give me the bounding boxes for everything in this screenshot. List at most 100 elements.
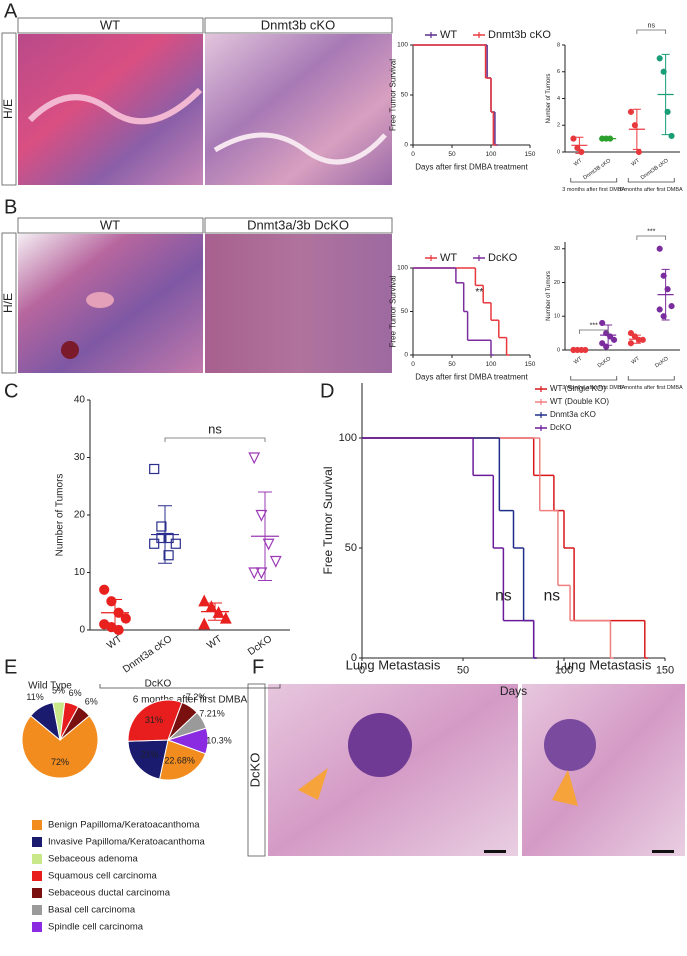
legend-swatch xyxy=(32,905,42,915)
x-tick-label: 100 xyxy=(486,151,497,158)
metastasis xyxy=(348,713,412,777)
y-tick-label: 50 xyxy=(401,92,409,99)
x-axis-label: Days after first DMBA treatment xyxy=(415,373,528,382)
pie-label: 72% xyxy=(51,757,69,767)
error-bar xyxy=(661,53,670,136)
x-tick-label: 0 xyxy=(359,665,365,677)
x-tick-label: WT xyxy=(630,356,641,366)
pie-label: 6% xyxy=(85,697,98,707)
row-label: H/E xyxy=(1,99,15,119)
row-label-box xyxy=(1,232,17,374)
x-tick-label: 50 xyxy=(448,361,456,368)
data-point xyxy=(149,538,160,549)
panel-label: D xyxy=(320,380,334,402)
legend-label: Spindle cell carcinoma xyxy=(48,922,144,933)
data-point xyxy=(570,135,577,142)
data-point xyxy=(248,452,261,465)
annotation: ns xyxy=(208,421,222,436)
metastasis xyxy=(544,719,596,771)
legend-swatch xyxy=(32,854,42,864)
legend-label: Dnmt3a cKO xyxy=(550,410,596,419)
x-tick-label: 0 xyxy=(411,361,415,368)
x-tick-label: DcKO xyxy=(654,356,670,370)
y-tick-label: 0 xyxy=(79,625,85,636)
y-tick-label: 50 xyxy=(401,308,409,315)
annotation: ns xyxy=(495,588,512,605)
annotation: ns xyxy=(544,588,561,605)
annotation: ** xyxy=(475,287,483,298)
histology-image xyxy=(205,234,392,373)
data-point xyxy=(599,319,606,327)
pie-label: 5% xyxy=(52,685,65,695)
data-point xyxy=(255,509,268,522)
group-label: 3 months after first DMBA xyxy=(562,385,625,391)
x-tick-label: WT xyxy=(205,634,224,652)
row-label-box xyxy=(1,32,17,186)
legend-label: Sebaceous adenoma xyxy=(48,854,139,865)
y-tick-label: 100 xyxy=(397,42,408,49)
data-point xyxy=(219,611,232,624)
y-tick-label: 100 xyxy=(339,432,357,444)
significance-bracket xyxy=(636,29,667,34)
histology-image xyxy=(522,684,685,856)
x-tick-label: 50 xyxy=(457,665,469,677)
x-tick-label: Dnmt3B cKO xyxy=(582,158,612,182)
pie-slice xyxy=(127,699,183,742)
legend-label: DcKO xyxy=(488,252,518,264)
data-point xyxy=(120,613,131,624)
data-point xyxy=(269,555,282,568)
pie-label: 7.2% xyxy=(186,692,207,702)
arrowhead xyxy=(552,770,578,806)
tissue-spot xyxy=(86,292,114,308)
y-tick-label: 6 xyxy=(557,69,560,75)
panel-label: E xyxy=(4,656,17,678)
y-tick-label: 8 xyxy=(557,42,560,48)
pie-label: 11% xyxy=(26,692,43,702)
legend-swatch xyxy=(32,871,42,881)
row-label: DcKO xyxy=(247,753,262,788)
x-tick-label: 150 xyxy=(656,665,674,677)
data-point xyxy=(656,55,663,62)
legend-label: Basal cell carcinoma xyxy=(48,905,136,916)
data-point xyxy=(99,584,110,595)
significance-bracket xyxy=(164,437,266,442)
y-tick-label: 10 xyxy=(74,567,86,578)
panel-label: C xyxy=(4,380,18,402)
x-tick-label: 150 xyxy=(525,361,536,368)
x-tick-label: WT xyxy=(630,158,641,168)
x-tick-label: 0 xyxy=(411,151,415,158)
data-point xyxy=(198,617,211,630)
error-bar xyxy=(604,324,613,346)
data-point xyxy=(255,567,268,580)
histology-image xyxy=(205,34,392,185)
y-axis-label: Number of Tumors xyxy=(546,74,552,124)
x-tick-label: 150 xyxy=(525,151,536,158)
pie-slice xyxy=(59,706,90,741)
scale-bar xyxy=(484,850,506,853)
row-label-box xyxy=(247,683,266,857)
x-axis-label: Days after first DMBA treatment xyxy=(415,163,528,172)
panel-label: A xyxy=(4,0,18,22)
legend-swatch xyxy=(32,837,42,847)
image-header-box xyxy=(17,17,204,34)
error-bar xyxy=(661,268,670,321)
legend-label: Invasive Papilloma/Keratoacanthoma xyxy=(48,837,206,848)
data-point xyxy=(656,245,663,252)
data-point xyxy=(668,132,675,140)
group-label: 6 months after first DMBA xyxy=(620,385,683,391)
tissue-streak xyxy=(27,87,203,125)
pie-label: 10.3% xyxy=(206,736,232,746)
group-bracket xyxy=(627,376,675,381)
group-bracket xyxy=(570,376,618,381)
x-tick-label: WT xyxy=(105,634,124,652)
x-tick-label: 100 xyxy=(555,665,573,677)
group-bracket xyxy=(570,178,618,183)
x-tick-label: DcKO xyxy=(597,356,613,370)
y-tick-label: 40 xyxy=(74,395,86,406)
y-axis-label: Number of Tumors xyxy=(546,271,552,321)
scale-bar xyxy=(652,850,674,853)
significance-bracket xyxy=(578,329,609,334)
pie-label: 22.68% xyxy=(164,755,195,765)
